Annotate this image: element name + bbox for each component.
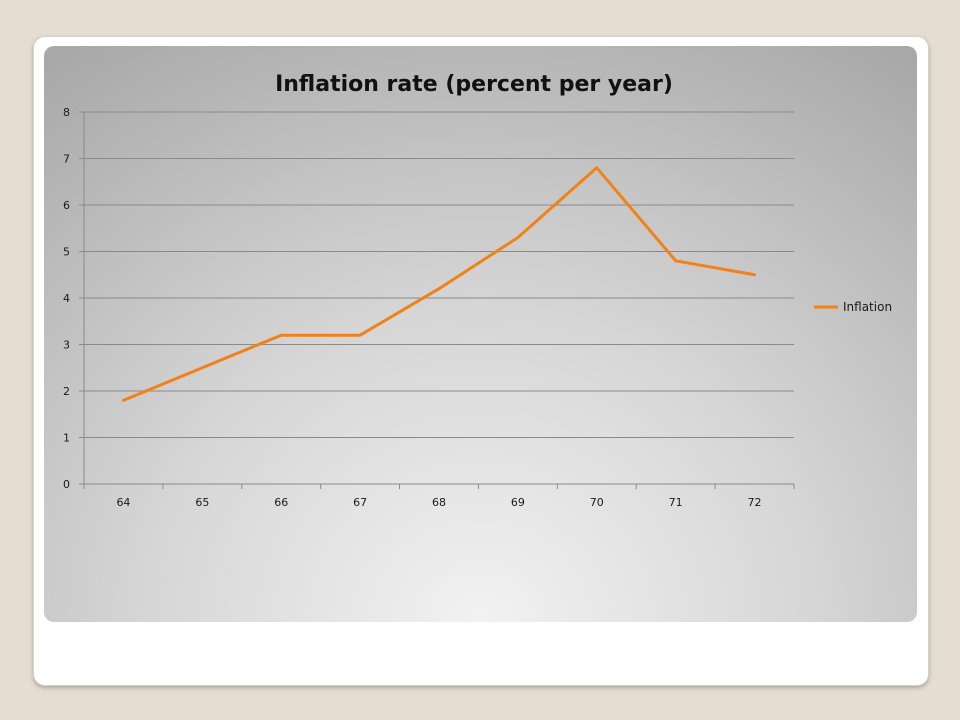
line-chart: Inflation rate (percent per year) 0 1 2 3 4 5…: [63, 72, 892, 509]
x-tick-label-66: 66: [274, 496, 288, 509]
y-tick-label-1: 1: [63, 432, 70, 445]
chart-title: Inflation rate (percent per year): [275, 72, 673, 97]
x-tick-label-69: 69: [511, 496, 525, 509]
x-tick-label-72: 72: [748, 496, 762, 509]
y-tick-label-7: 7: [63, 153, 70, 166]
chart-area: Inflation rate (percent per year) 0 1 2 3 4 5…: [44, 46, 917, 622]
y-tick-label-0: 0: [63, 478, 70, 491]
x-tick-label-71: 71: [669, 496, 683, 509]
grid-lines: [84, 111, 794, 438]
legend: Inflation: [814, 300, 892, 314]
x-axis-tick-labels: 64 65 66 67 68 69 70 71 72: [116, 496, 761, 509]
y-tick-label-4: 4: [63, 292, 70, 305]
x-tick-label-68: 68: [432, 496, 446, 509]
y-tick-label-3: 3: [63, 339, 70, 352]
y-tick-label-8: 8: [63, 106, 70, 119]
y-axis-tick-labels: 0 1 2 3 4 5 6 7 8: [63, 106, 70, 491]
x-tick-label-65: 65: [195, 496, 209, 509]
y-tick-label-2: 2: [63, 385, 70, 398]
x-tick-label-64: 64: [116, 496, 130, 509]
legend-label-inflation: Inflation: [843, 300, 892, 314]
x-tick-label-70: 70: [590, 496, 604, 509]
axes: [79, 111, 795, 489]
series-lines: [121, 166, 757, 402]
x-tick-label-67: 67: [353, 496, 367, 509]
y-tick-label-6: 6: [63, 199, 70, 212]
y-tick-label-5: 5: [63, 246, 70, 259]
slide-frame: Inflation rate (percent per year) 0 1 2 3 4 5…: [33, 36, 929, 686]
series-line-inflation: [121, 166, 757, 402]
